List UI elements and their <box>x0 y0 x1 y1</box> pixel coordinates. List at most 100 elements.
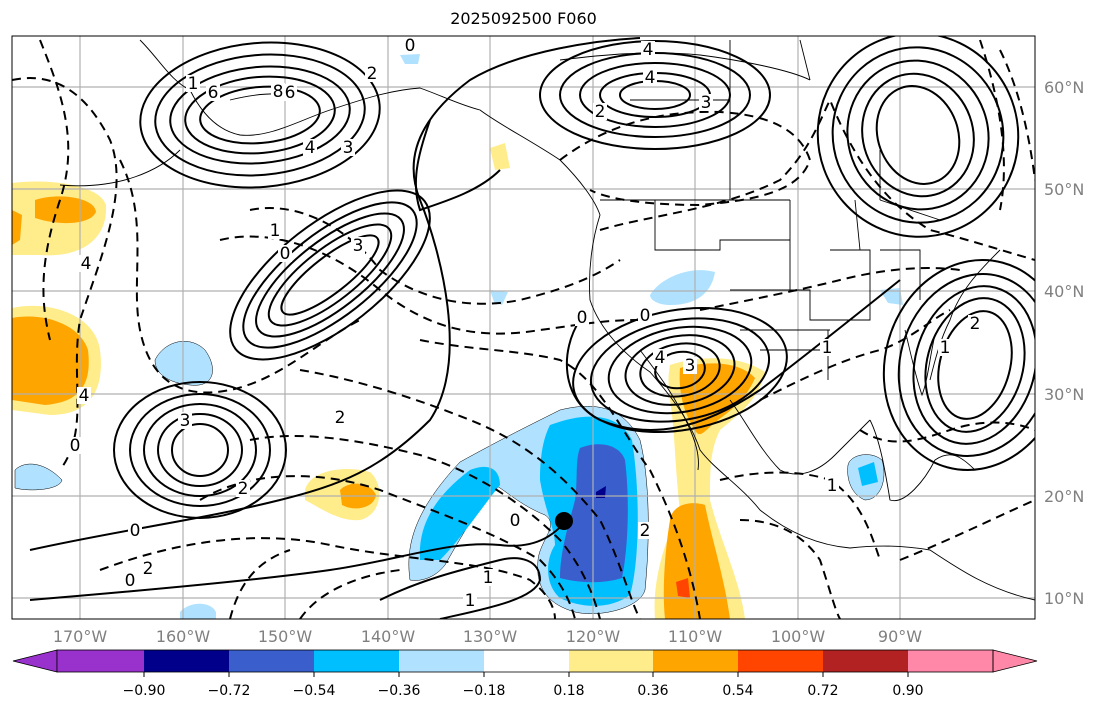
contour-label-bg <box>186 75 200 92</box>
solid-contour <box>875 85 961 185</box>
contour-label: 4 <box>79 386 90 406</box>
longitude-labels: 170°W 160°W 150°W 140°W 130°W 120°W 110°W 100°W… <box>53 627 922 646</box>
lat-label: 50°N <box>1044 180 1084 199</box>
contour-label: 1 <box>822 338 833 358</box>
colorbar-extend-min <box>12 649 58 673</box>
colorbar-segment <box>399 650 484 672</box>
colorbar-segment <box>314 650 399 672</box>
contour-label: 2 <box>367 64 378 84</box>
lon-label: 100°W <box>771 627 826 646</box>
colorbar-outline <box>56 649 994 673</box>
shaded-anomalies <box>12 54 903 619</box>
contour-label-bg <box>236 480 250 497</box>
contour-label-bg <box>283 84 297 101</box>
colorbar-tick-label: 0.36 <box>637 683 668 699</box>
contour-label-bg <box>643 69 657 86</box>
solid-contour <box>29 514 571 601</box>
contour-label-bg <box>463 592 477 609</box>
contour-label-bg <box>206 84 220 101</box>
solid-contour <box>579 62 731 128</box>
solid-contour <box>846 59 990 211</box>
solid-contours <box>29 36 1035 619</box>
contour-label: 0 <box>577 308 588 328</box>
colorbar-tick-label: −0.36 <box>378 683 421 699</box>
solid-contour <box>607 325 753 415</box>
contour-label: 1 <box>483 568 494 588</box>
colorbar-segment <box>908 650 993 672</box>
contour-label: 1 <box>188 74 199 94</box>
solid-contour <box>861 72 975 198</box>
colorbar-tick-label: −0.90 <box>123 683 166 699</box>
contour-label: 0 <box>280 244 291 264</box>
contour-label: 1 <box>940 338 951 358</box>
colorbar-tick-label: 0.90 <box>892 683 923 699</box>
contour-label-bg <box>638 522 652 539</box>
solid-contour <box>924 297 1026 433</box>
contour-label-bg <box>365 65 379 82</box>
colorbar-tick-label: −0.18 <box>463 683 506 699</box>
contour-label: 0 <box>640 306 651 326</box>
solid-contour <box>139 41 381 189</box>
lon-label: 160°W <box>156 627 211 646</box>
lon-label: 130°W <box>463 627 518 646</box>
colorbar-tick-label: 0.72 <box>807 683 838 699</box>
solid-contour <box>639 342 721 398</box>
lat-label: 40°N <box>1044 282 1084 301</box>
contour-label: 0 <box>130 521 141 541</box>
contour-label: 8 <box>273 82 284 102</box>
lat-label: 60°N <box>1044 78 1084 97</box>
contour-label: 0 <box>510 511 521 531</box>
latitude-labels: 60°N 50°N 40°N 30°N 20°N 10°N <box>1044 78 1084 608</box>
map-background <box>12 36 1035 619</box>
contour-label-bg <box>683 357 697 374</box>
solid-contour <box>242 201 418 349</box>
colorbar-tick-label: 0.18 <box>553 683 584 699</box>
contour-label-bg <box>303 139 317 156</box>
contour-label: 4 <box>81 254 92 274</box>
contour-label-bg <box>820 339 834 356</box>
contour-label: 3 <box>343 138 354 158</box>
lon-label: 150°W <box>258 627 313 646</box>
contour-label-bg <box>178 412 192 429</box>
lon-label: 170°W <box>53 627 108 646</box>
contour-label-bg <box>508 512 522 529</box>
colorbar-segment <box>653 650 738 672</box>
contour-label-bg <box>128 522 142 539</box>
solid-contour <box>565 279 901 431</box>
solid-contour <box>897 273 1035 457</box>
contour-label: 2 <box>595 102 606 122</box>
colorbar-segment <box>738 650 823 672</box>
colorbar-segment <box>229 650 314 672</box>
map-title: 2025092500 F060 <box>450 9 597 28</box>
colorbar-tick-label: −0.54 <box>293 683 336 699</box>
colorbar-tick-label: −0.72 <box>208 683 251 699</box>
contour-label: 4 <box>643 40 654 60</box>
colorbar: −0.90 −0.72 −0.54 −0.36 −0.18 0.18 0.36 0.54 0.7… <box>12 649 1038 699</box>
contour-label: 2 <box>640 521 651 541</box>
solid-contour <box>229 189 431 361</box>
contour-label-bg <box>123 572 137 589</box>
contour-label: 2 <box>335 408 346 428</box>
colorbar-extend-max <box>992 649 1038 673</box>
contour-label: 4 <box>305 138 316 158</box>
lon-label: 90°W <box>878 627 922 646</box>
solid-contour <box>267 223 393 327</box>
solid-contour <box>157 413 243 487</box>
colorbar-tick-label: 0.54 <box>722 683 753 699</box>
colorbar-segment <box>569 650 653 672</box>
contour-label-bg <box>68 437 82 454</box>
lat-label: 30°N <box>1044 385 1084 404</box>
contour-label-bg <box>968 315 982 332</box>
dashed-contours <box>12 39 1035 619</box>
contour-label-bg <box>141 560 155 577</box>
contour-label-bg <box>593 103 607 120</box>
contour-label: 4 <box>655 348 666 368</box>
colorbar-segment <box>57 650 144 672</box>
solid-contour <box>154 53 366 177</box>
contour-label-bg <box>79 255 93 272</box>
storm-center-marker <box>555 512 573 530</box>
contour-label-bg <box>341 139 355 156</box>
contour-label-bg <box>653 349 667 366</box>
